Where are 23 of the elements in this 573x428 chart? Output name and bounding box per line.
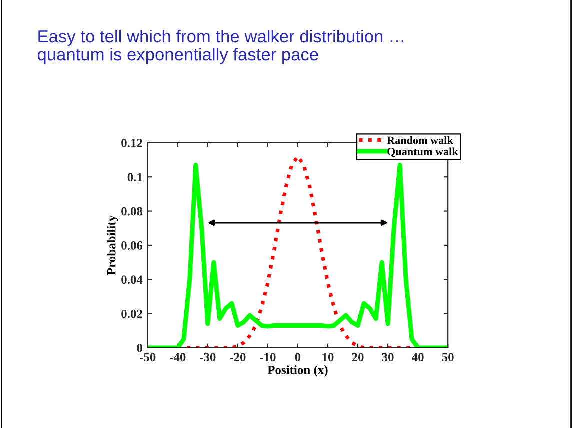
y-axis-title: Probability xyxy=(106,215,118,276)
x-tick-label: -40 xyxy=(170,353,186,362)
chart-title: Easy to tell which from the walker distribution … quantum is exponentially faster pace xyxy=(38,30,404,64)
x-tick-label: 50 xyxy=(442,353,454,362)
y-tick-label: 0.12 xyxy=(122,138,142,148)
y-tick-label: 0.04 xyxy=(122,276,143,284)
y-tick-label: 0 xyxy=(137,344,142,352)
y-tick-label: 0.02 xyxy=(122,310,142,318)
x-tick-label: 20 xyxy=(352,353,364,362)
x-tick-label: 0 xyxy=(295,353,301,362)
x-tick-label: -10 xyxy=(260,353,276,362)
x-tick-label: -20 xyxy=(230,353,246,362)
y-tick-label: 0.06 xyxy=(122,241,143,250)
legend-label: Quantum walk xyxy=(388,148,458,158)
y-tick-label: 0.08 xyxy=(122,207,143,216)
legend-label: Random walk xyxy=(387,136,454,144)
y-tick-label: 0.1 xyxy=(128,173,142,182)
x-tick-label: 30 xyxy=(382,353,394,362)
x-axis-title: Position (x) xyxy=(268,366,328,377)
x-tick-label: -50 xyxy=(140,353,156,362)
x-tick-label: 40 xyxy=(412,353,424,362)
x-tick-label: 10 xyxy=(322,353,334,362)
x-tick-label: -30 xyxy=(200,353,216,362)
